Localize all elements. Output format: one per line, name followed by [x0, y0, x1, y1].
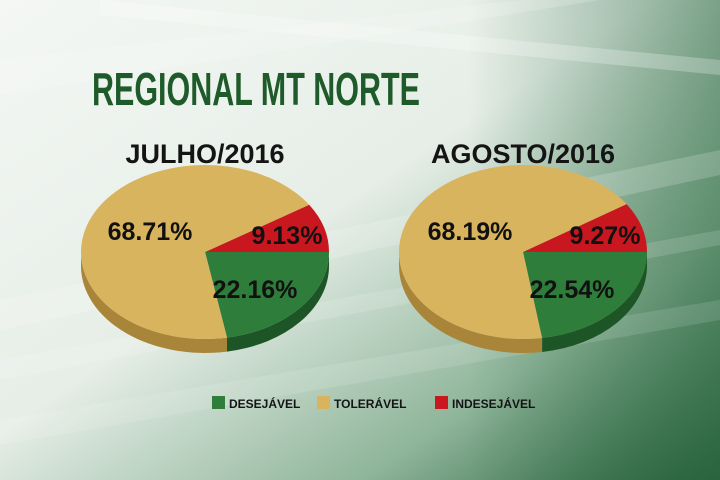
data-label-indesejavel: 9.27% — [570, 222, 641, 250]
data-label-toleravel: 68.19% — [428, 218, 513, 246]
pie-slice-toleravel — [81, 165, 310, 340]
pie-slice-side-toleravel — [399, 252, 543, 353]
legend-swatch — [317, 396, 330, 409]
data-label-desejavel: 22.16% — [213, 276, 298, 304]
data-label-toleravel: 68.71% — [108, 218, 193, 246]
legend-label: TOLERÁVEL — [334, 396, 406, 411]
pie-slice-side-toleravel — [81, 252, 228, 354]
legend-label: INDESEJÁVEL — [452, 396, 535, 411]
legend-item-indesejavel: INDESEJÁVEL — [435, 396, 535, 411]
pie-chart-2: AGOSTO/2016 22.54% 9.27% 68.19% — [398, 139, 647, 353]
pie-chart-1: JULHO/2016 22.16% 9.13% 68.71% — [81, 139, 329, 354]
pie-slice-indesejavel — [205, 204, 329, 252]
pie-title: JULHO/2016 — [125, 139, 284, 169]
data-label-desejavel: 22.54% — [530, 276, 615, 304]
pie-slice-desejavel — [205, 252, 329, 338]
data-label-indesejavel: 9.13% — [252, 222, 323, 250]
charts-group: JULHO/2016 22.16% 9.13% 68.71% AGOSTO/2016 22… — [81, 139, 647, 354]
legend-label: DESEJÁVEL — [229, 396, 300, 411]
legend: DESEJÁVEL TOLERÁVEL INDESEJÁVEL — [212, 396, 535, 411]
pie-slice-indesejavel — [523, 204, 647, 252]
page-title: REGIONAL MT NORTE — [92, 63, 420, 115]
legend-item-toleravel: TOLERÁVEL — [317, 396, 406, 411]
legend-swatch — [212, 396, 225, 409]
legend-item-desejavel: DESEJÁVEL — [212, 396, 300, 411]
pie-slice-toleravel — [398, 164, 627, 339]
pie-slice-side-desejavel — [227, 252, 329, 352]
pie-slice-desejavel — [523, 252, 647, 338]
pie-slice-side-desejavel — [542, 252, 647, 352]
pie-title: AGOSTO/2016 — [431, 139, 615, 169]
legend-swatch — [435, 396, 448, 409]
